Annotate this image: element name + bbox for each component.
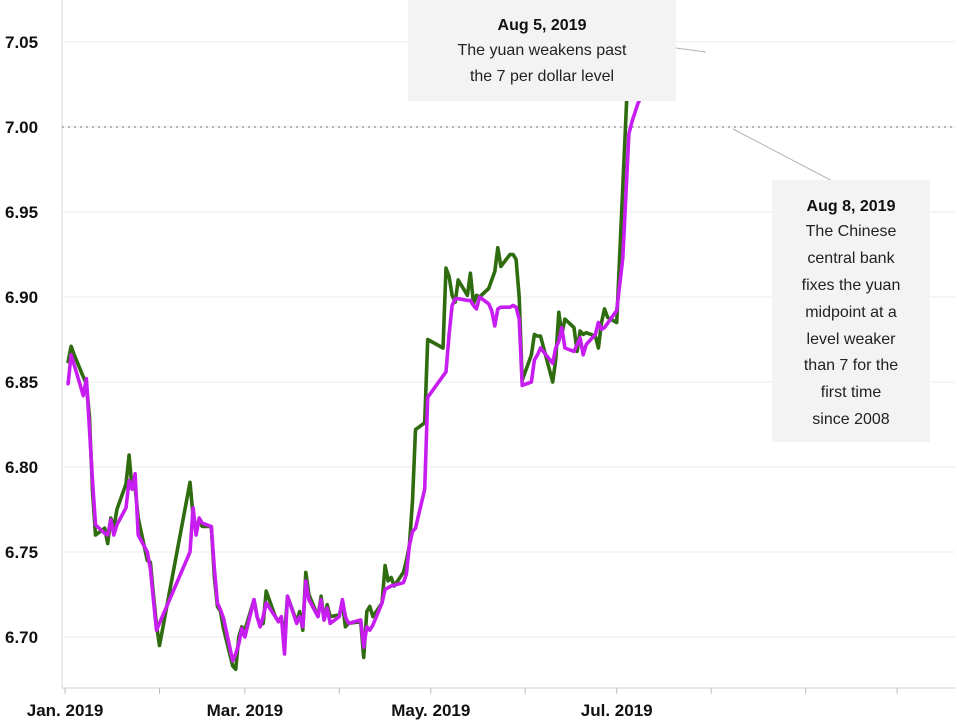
annotation-text: first time [821,384,882,401]
annotation-leader-line [675,47,707,53]
annotation-text: the 7 per dollar level [470,68,614,85]
y-tick-label: 7.00 [5,118,38,137]
annotation-text: The Chinese [806,223,897,240]
x-tick-label: May. 2019 [391,701,470,720]
grid-layer [62,41,955,638]
y-tick-label: 6.70 [5,628,38,647]
annotation-box [408,0,676,101]
annotation-text: central bank [807,250,895,267]
x-tick-label: Jan. 2019 [27,701,104,720]
annotation-text: midpoint at a [805,304,897,321]
annotation-text: level weaker [807,331,897,348]
annotation-box [772,180,930,442]
annotation-aug8: Aug 8, 2019 The Chinese central bank fix… [772,180,930,442]
annotation-text: than 7 for the [804,357,898,374]
annotation-layer: Aug 5, 2019 The yuan weakens past the 7 … [408,0,930,442]
x-tick-label: Mar. 2019 [207,701,284,720]
annotation-text: since 2008 [812,411,889,428]
series-layer [66,21,659,672]
annotation-aug5: Aug 5, 2019 The yuan weakens past the 7 … [408,0,676,101]
annotation-text: The yuan weakens past [458,42,628,59]
x-tick-label: Jul. 2019 [581,701,653,720]
annotation-heading: Aug 5, 2019 [498,17,587,34]
y-tick-label: 6.90 [5,288,38,307]
axis-layer: 7.05 7.00 6.95 6.90 6.85 6.80 6.75 6.70 Jan. 201… [5,0,955,720]
y-tick-label: 6.95 [5,203,38,222]
y-tick-label: 6.85 [5,373,38,392]
y-tick-label: 6.80 [5,458,38,477]
y-tick-label: 6.75 [5,543,38,562]
annotation-text: fixes the yuan [802,277,901,294]
annotation-leader-line [732,128,839,185]
series-line-green [66,21,659,672]
series-line-magenta [66,69,659,663]
y-tick-label: 7.05 [5,33,38,52]
annotation-heading: Aug 8, 2019 [807,198,896,215]
